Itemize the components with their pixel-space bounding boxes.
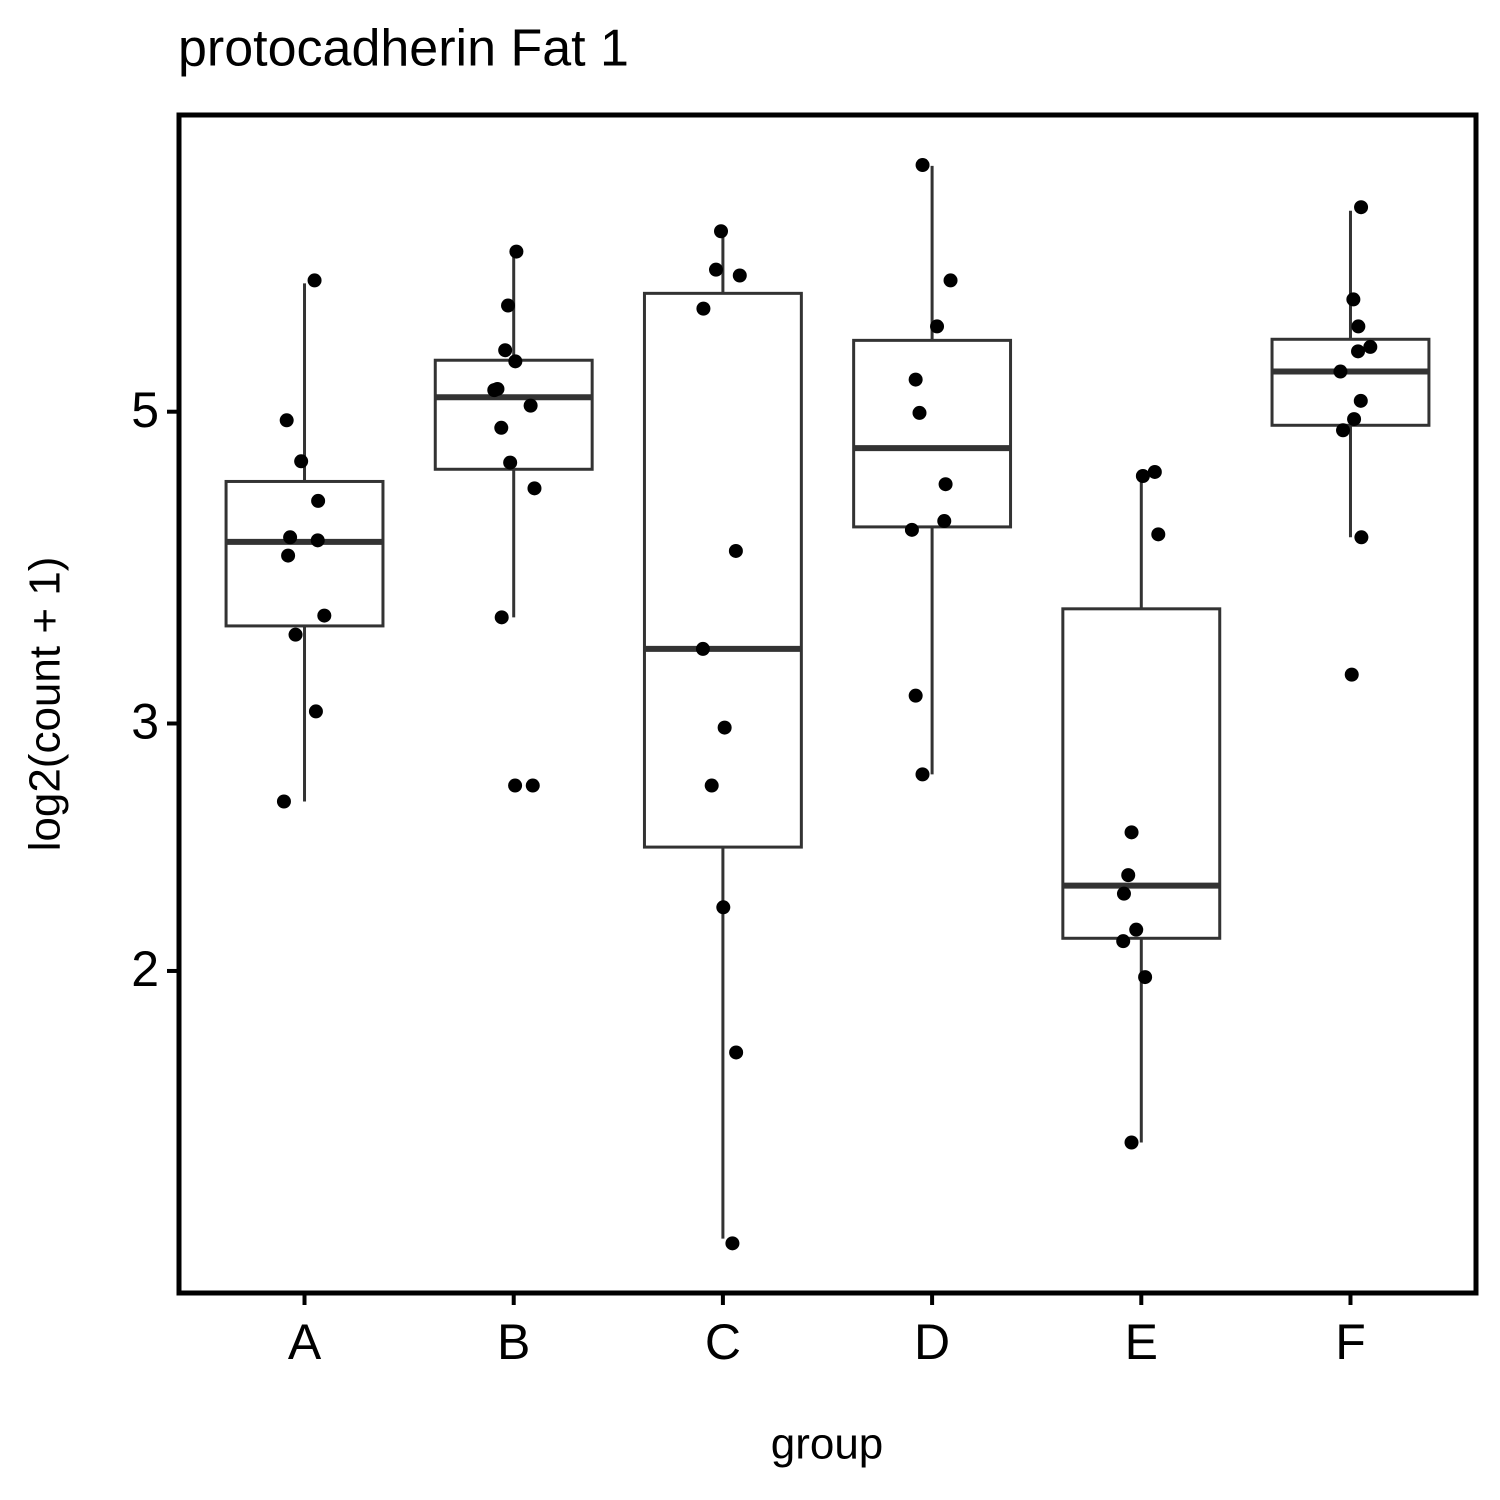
point [1353, 393, 1368, 408]
point [709, 262, 724, 277]
x-axis-title: group [771, 1420, 884, 1469]
point [1354, 530, 1369, 545]
box [1061, 607, 1222, 940]
x-tick-label: F [1335, 1314, 1366, 1370]
chart-title: protocadherin Fat 1 [178, 20, 629, 78]
point [487, 383, 502, 398]
point [494, 610, 509, 625]
point [498, 343, 513, 358]
point [1346, 292, 1361, 307]
box [224, 479, 385, 628]
point [288, 627, 303, 642]
point [281, 548, 296, 563]
point [1344, 667, 1359, 682]
box [433, 358, 594, 471]
point [1354, 200, 1369, 215]
point [725, 1236, 740, 1251]
point [904, 522, 919, 537]
x-tick-label: C [705, 1314, 741, 1370]
x-tick-label: B [497, 1314, 530, 1370]
point [1351, 344, 1366, 359]
point [716, 900, 731, 915]
point [729, 1045, 744, 1060]
y-axis-title: log2(count + 1) [21, 557, 70, 852]
point [283, 530, 298, 545]
point [915, 158, 930, 173]
point [1116, 934, 1131, 949]
point [1336, 423, 1351, 438]
point [1124, 1135, 1139, 1150]
box [1270, 337, 1431, 427]
plot-border [176, 112, 1479, 1296]
point [525, 778, 540, 793]
point [732, 268, 747, 283]
x-tick-label: E [1125, 1314, 1158, 1370]
point [317, 608, 332, 623]
point [1135, 469, 1150, 484]
box [642, 291, 803, 849]
point [937, 514, 952, 529]
point [912, 405, 927, 420]
x-tick-label: D [914, 1314, 950, 1370]
point [1121, 868, 1136, 883]
point [508, 354, 523, 369]
point [1129, 922, 1144, 937]
point [908, 688, 923, 703]
point [311, 493, 326, 508]
point [1347, 412, 1362, 427]
point [938, 477, 953, 492]
point [930, 319, 945, 334]
point [908, 372, 923, 387]
point [1351, 319, 1366, 334]
point [294, 454, 309, 469]
point [307, 273, 322, 288]
point [728, 543, 743, 558]
point [523, 398, 538, 413]
point [509, 244, 524, 259]
point [717, 720, 732, 735]
y-tick-label: 2 [131, 941, 159, 997]
point [1116, 886, 1131, 901]
point [276, 794, 291, 809]
point [1333, 364, 1348, 379]
box [852, 338, 1013, 529]
point [1147, 464, 1162, 479]
point [501, 298, 516, 313]
point [714, 224, 729, 239]
point [1151, 527, 1166, 542]
y-tick-label: 5 [131, 382, 159, 438]
point [494, 420, 509, 435]
point [696, 301, 711, 316]
y-tick-label: 3 [131, 694, 159, 750]
point [503, 455, 518, 470]
point [308, 704, 323, 719]
x-tick-label: A [288, 1314, 322, 1370]
point [943, 273, 958, 288]
point [508, 778, 523, 793]
point [695, 641, 710, 656]
point [1363, 339, 1378, 354]
point [704, 778, 719, 793]
point [310, 533, 325, 548]
point [527, 481, 542, 496]
point [1138, 970, 1153, 985]
point [1124, 825, 1139, 840]
point [915, 767, 930, 782]
point [279, 413, 294, 428]
